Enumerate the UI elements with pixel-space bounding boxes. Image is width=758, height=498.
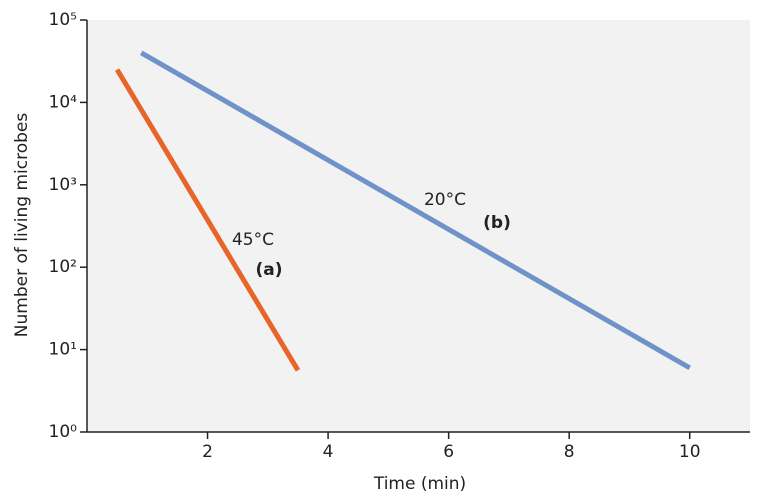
y-tick-label: 10⁰ — [49, 422, 78, 442]
series-tag: (b) — [483, 213, 511, 233]
line-series — [139, 50, 691, 371]
x-tick-label: 4 — [323, 442, 334, 462]
line-series — [114, 68, 301, 372]
x-tick-label: 8 — [564, 442, 575, 462]
y-tick-label: 10² — [49, 257, 77, 277]
x-axis-title: Time (min) — [373, 474, 466, 494]
y-axis-title: Number of living microbes — [12, 113, 32, 338]
x-tick-label: 6 — [443, 442, 454, 462]
x-tick-label: 10 — [679, 442, 701, 462]
series-label: 45°C — [232, 230, 274, 250]
series-label: 20°C — [424, 190, 466, 210]
y-tick-label: 10¹ — [49, 340, 77, 360]
x-tick-label: 2 — [202, 442, 213, 462]
plot-area — [87, 20, 750, 432]
y-tick-label: 10³ — [49, 175, 77, 195]
y-tick-label: 10⁵ — [49, 10, 77, 30]
y-tick-label: 10⁴ — [49, 92, 78, 112]
series-tag: (a) — [255, 260, 282, 280]
